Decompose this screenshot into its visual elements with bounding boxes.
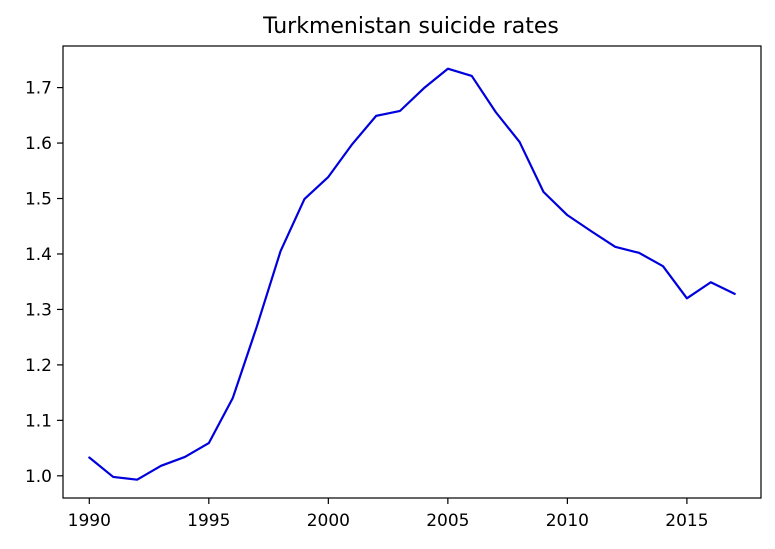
x-tick-label: 2015 [665, 511, 708, 531]
y-tick-label: 1.4 [25, 245, 52, 265]
x-tick-label: 2010 [546, 511, 589, 531]
axes-frame [62, 45, 762, 499]
x-tick-label: 1990 [68, 511, 111, 531]
y-tick-label: 1.0 [25, 467, 52, 487]
series-line-0 [88, 67, 736, 481]
y-tick-label: 1.1 [25, 411, 52, 431]
y-tick-label: 1.2 [25, 356, 52, 376]
x-tick-label: 2005 [426, 511, 469, 531]
x-tick-label: 1995 [187, 511, 230, 531]
y-tick-label: 1.7 [25, 79, 52, 99]
chart-title: Turkmenistan suicide rates [262, 14, 559, 39]
y-tick-label: 1.3 [25, 300, 52, 320]
x-tick-label: 2000 [307, 511, 350, 531]
y-tick-label: 1.5 [25, 190, 52, 210]
plot-area: 1990 1995 2000 2005 2010 2015 1.0 1.1 1.2 1.3 1.4 1… [25, 45, 762, 531]
y-tick-label: 1.6 [25, 134, 52, 154]
